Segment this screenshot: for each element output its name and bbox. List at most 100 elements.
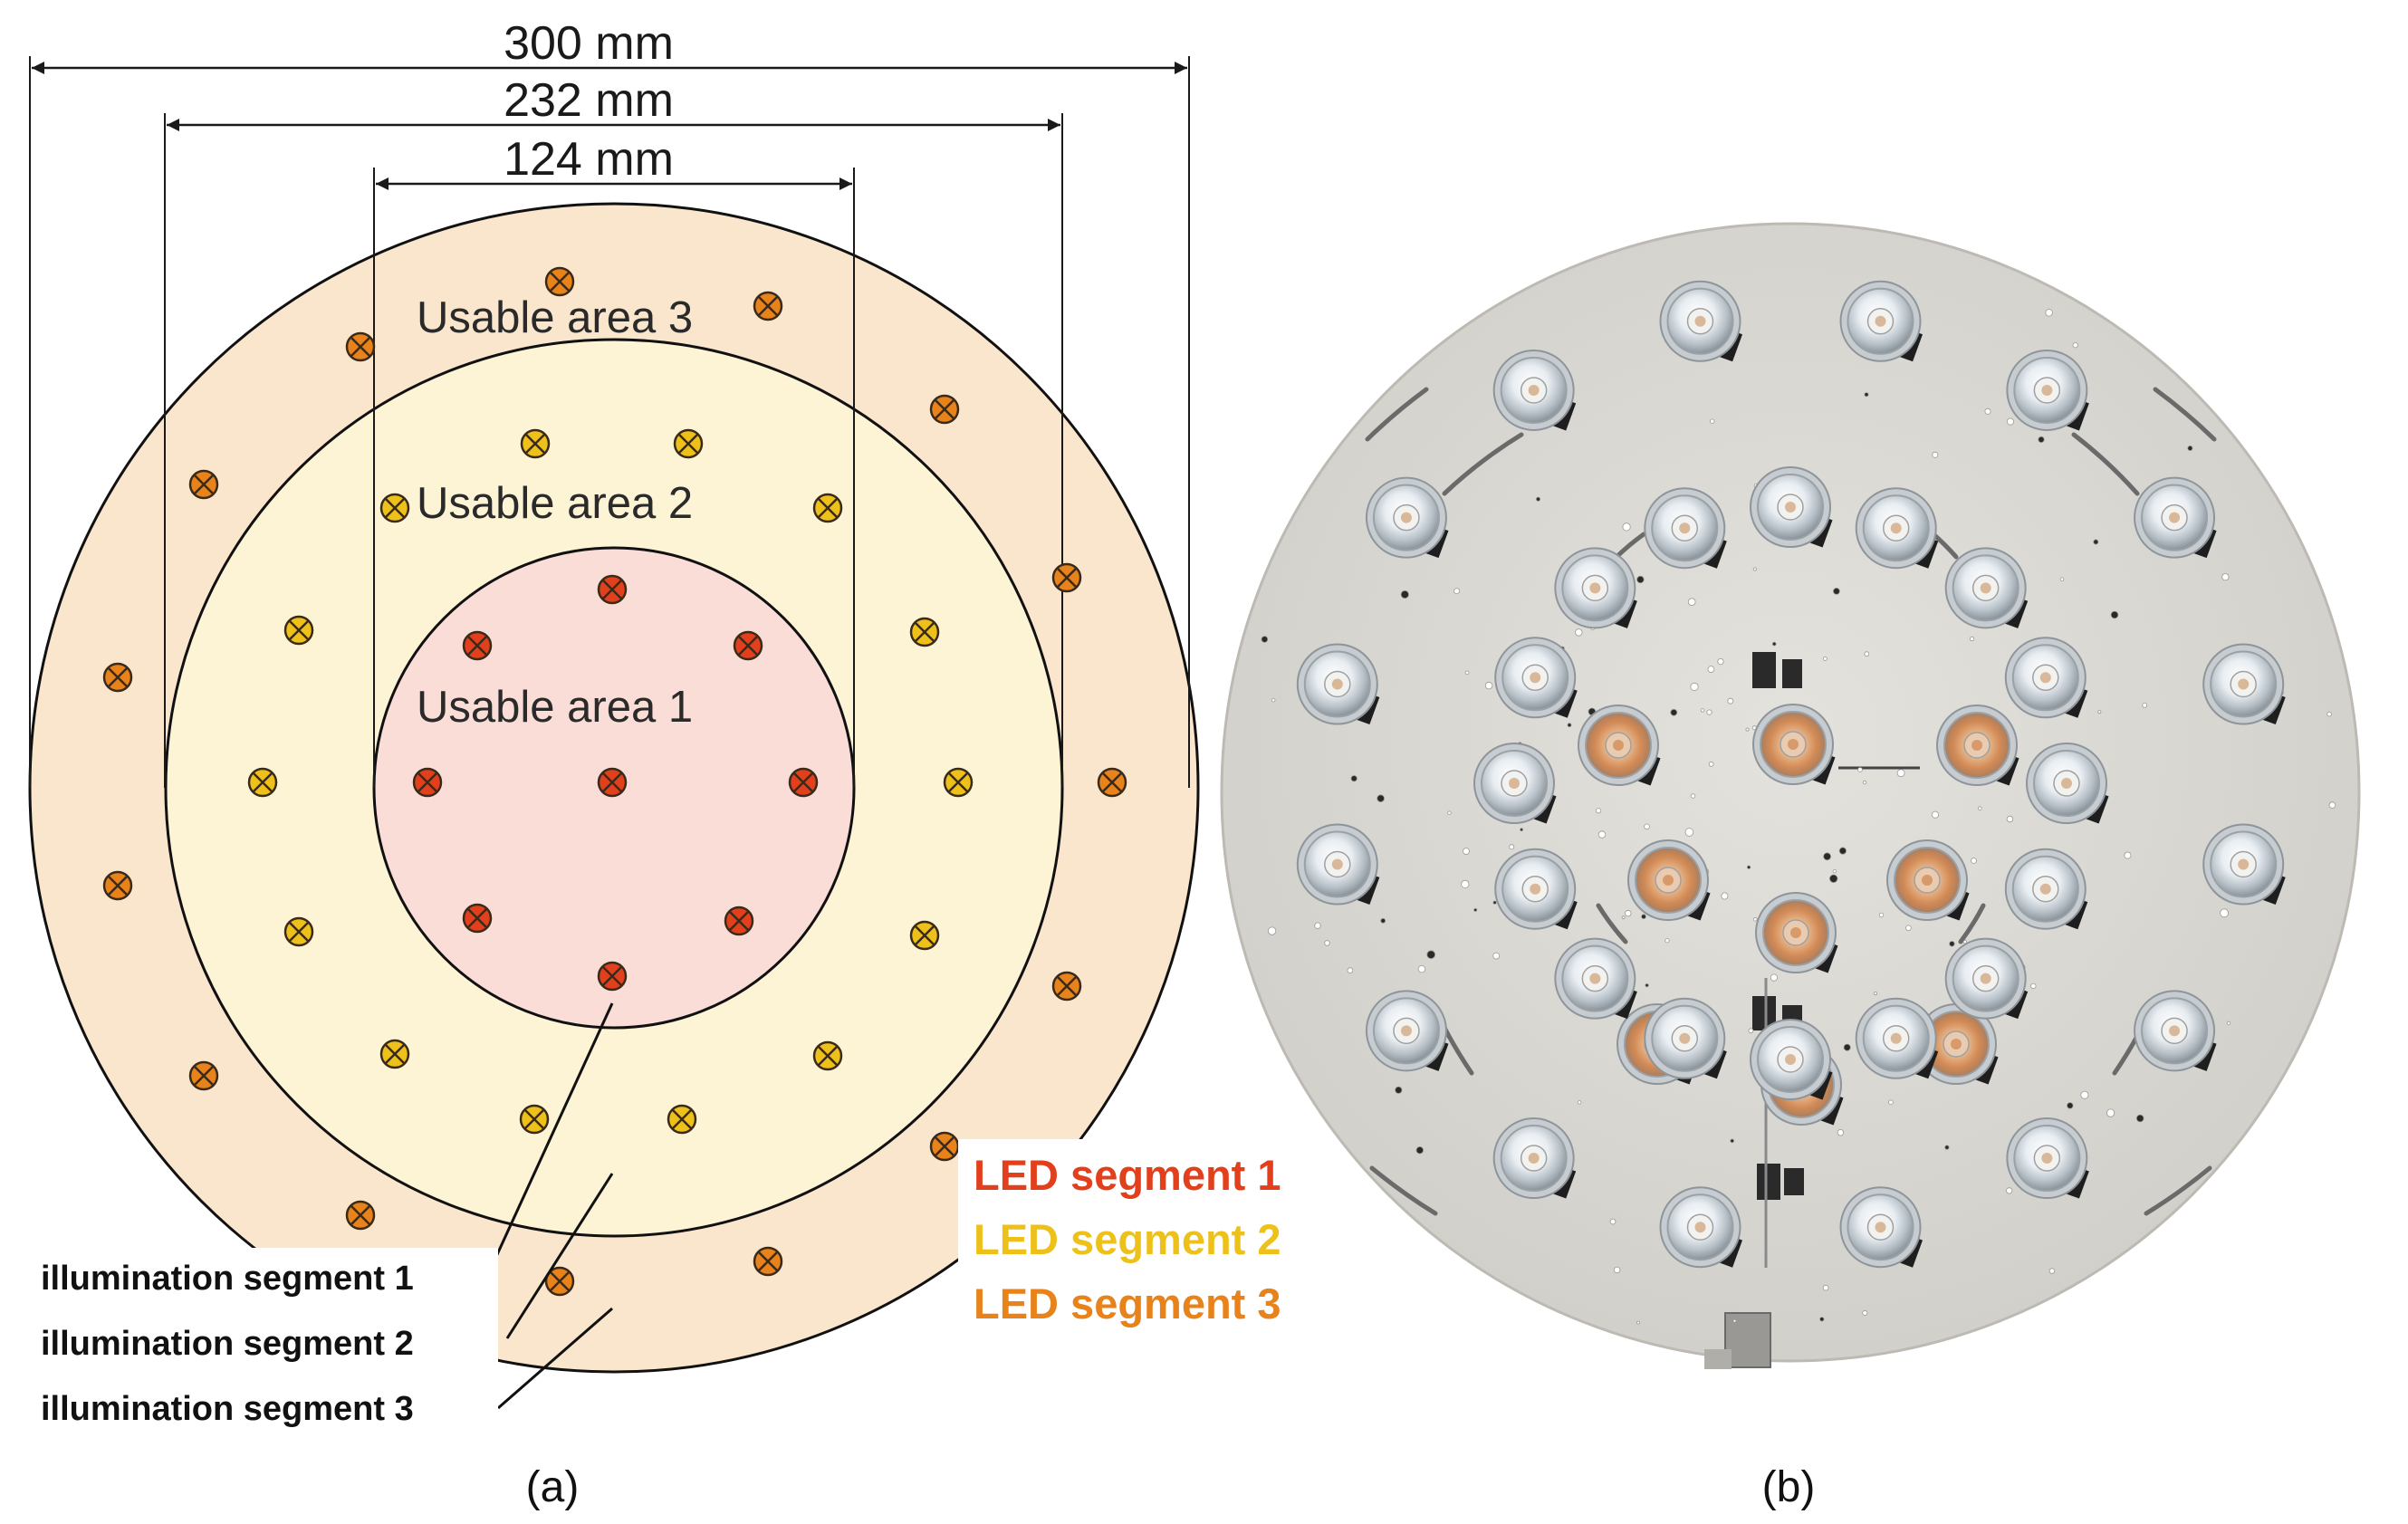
led-segment-2-marker	[520, 428, 551, 459]
led-lens	[2026, 743, 2109, 824]
led-lens	[1855, 997, 1939, 1079]
warm-led-lens	[1627, 839, 1711, 921]
led-markers	[102, 266, 1127, 1297]
led-segment-1-marker	[724, 906, 754, 936]
led-segment-1-marker	[597, 574, 628, 605]
dimension-label-124: 124 mm	[504, 133, 674, 186]
legend-led-segment-2: LED segment 2	[974, 1215, 1281, 1263]
led-segment-3-marker	[102, 870, 133, 901]
led-segment-1-marker	[597, 961, 628, 992]
led-segment-3-marker	[345, 331, 376, 362]
led-segment-2-marker	[283, 615, 314, 646]
diagram-panel-a: 300 mm 232 mm 124 mm Usable area 3 Usabl…	[27, 17, 1357, 1511]
led-segment-2-marker	[812, 1040, 843, 1071]
dimension-label-232: 232 mm	[504, 74, 674, 127]
led-lens	[1296, 823, 1380, 906]
illumination-segment-3-label: illumination segment 3	[41, 1390, 414, 1428]
board-slots	[1365, 387, 2217, 1216]
led-segment-2-marker	[519, 1104, 550, 1135]
led-lens	[1365, 476, 1449, 559]
led-segment-3-marker	[544, 1266, 575, 1297]
warm-led-lens	[1936, 704, 2019, 786]
led-segment-2-marker	[812, 493, 843, 523]
led-segment-3-marker	[753, 1246, 783, 1277]
led-lens	[1365, 990, 1449, 1072]
led-lens	[2202, 643, 2286, 725]
led-segment-3-marker	[188, 469, 219, 500]
led-segment-2-marker	[379, 493, 410, 523]
led-lens	[2004, 848, 2088, 930]
led-lens	[1944, 547, 2029, 629]
pcb-components	[1704, 652, 1920, 1369]
led-segment-2-marker	[673, 428, 704, 459]
led-lens	[2134, 476, 2217, 559]
led-segment-3-marker	[929, 1131, 960, 1162]
led-segment-3-marker	[1097, 767, 1127, 798]
led-segment-1-marker	[733, 630, 763, 661]
illumination-segment-2-label: illumination segment 2	[41, 1325, 414, 1363]
photo-panel-b: (b)	[1220, 222, 2361, 1511]
led-segment-1-marker	[412, 767, 443, 798]
led-segment-3-marker	[1051, 971, 1082, 1002]
led-segment-2-marker	[379, 1039, 410, 1069]
led-lens	[1944, 937, 2029, 1020]
caption-b: (b)	[1762, 1463, 1816, 1511]
led-lens	[1839, 280, 1924, 362]
led-lens	[1855, 487, 1939, 570]
led-lens	[1554, 547, 1637, 629]
caption-a: (a)	[526, 1463, 580, 1511]
led-lens	[1473, 743, 1557, 824]
usable-area-3-label: Usable area 3	[417, 293, 693, 342]
warm-led-lens	[1915, 1003, 1999, 1085]
led-lens	[1296, 643, 1380, 725]
led-lens	[1839, 1186, 1924, 1269]
led-lens	[1492, 1117, 1577, 1200]
led-segment-3-marker	[345, 1200, 376, 1231]
led-segment-3-marker	[544, 266, 575, 297]
led-segment-1-marker	[788, 767, 819, 798]
led-segment-2-marker	[943, 767, 974, 798]
usable-area-1-label: Usable area 1	[417, 683, 693, 732]
led-lens	[1659, 280, 1743, 362]
led-lens	[1750, 466, 1833, 548]
leader-lines	[487, 1002, 614, 1410]
illumination-label-bg	[27, 1248, 498, 1427]
led-segment-2-marker	[909, 920, 940, 951]
led-segment-1-marker	[462, 630, 493, 661]
led-segment-1-marker	[462, 903, 493, 934]
warm-led-lens	[1886, 839, 1970, 921]
led-segment-3-marker	[102, 662, 133, 693]
led-segment-1-marker	[597, 767, 628, 798]
led-lenses	[1296, 280, 2286, 1269]
usable-area-2-label: Usable area 2	[417, 479, 693, 528]
led-lens	[1750, 1019, 1833, 1100]
legend-bg	[958, 1139, 1357, 1338]
led-lens	[2004, 637, 2088, 719]
led-lens	[2006, 349, 2089, 431]
led-segment-2-marker	[283, 916, 314, 947]
led-segment-2-marker	[909, 617, 940, 647]
led-lens	[2006, 1117, 2089, 1200]
led-segment-3-marker	[929, 394, 960, 425]
led-segment-2-marker	[247, 767, 278, 798]
dimension-label-300: 300 mm	[504, 17, 674, 70]
led-segment-3-marker	[1051, 562, 1082, 593]
warm-led-lens	[1752, 704, 1836, 785]
warm-led-lens	[1578, 704, 1661, 786]
led-lens	[1644, 487, 1727, 570]
led-board	[1220, 222, 2361, 1363]
extension-lines	[29, 56, 1190, 788]
legend-led-segment-1: LED segment 1	[974, 1151, 1281, 1199]
led-lens	[1492, 349, 1577, 431]
led-lens	[2134, 990, 2217, 1072]
warm-led-lens	[1755, 892, 1838, 973]
led-segment-3-marker	[753, 291, 783, 321]
legend-led-segment-3: LED segment 3	[974, 1280, 1281, 1328]
led-segment-3-marker	[188, 1060, 219, 1091]
led-lens	[1494, 848, 1578, 930]
led-lens	[1644, 997, 1727, 1079]
led-lens	[1659, 1186, 1743, 1269]
led-lens	[1494, 637, 1578, 719]
led-segment-2-marker	[667, 1104, 697, 1135]
